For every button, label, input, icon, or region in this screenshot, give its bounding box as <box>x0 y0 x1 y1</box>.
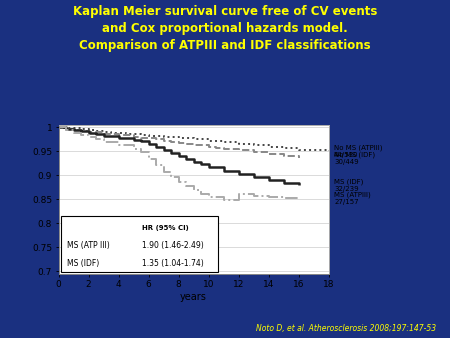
Text: No MS (ATPIII)
44/530: No MS (ATPIII) 44/530 <box>334 144 382 159</box>
Text: 1.90 (1.46-2.49): 1.90 (1.46-2.49) <box>142 241 204 250</box>
Text: Noto D, et al. Atherosclerosis 2008;197:147-53: Noto D, et al. Atherosclerosis 2008;197:… <box>256 324 436 333</box>
Text: HR (95% CI): HR (95% CI) <box>142 225 189 231</box>
Text: MS (ATP III): MS (ATP III) <box>67 241 109 250</box>
FancyBboxPatch shape <box>61 216 218 272</box>
Text: MS (IDF): MS (IDF) <box>67 259 99 268</box>
Text: MS (IDF)
32/239: MS (IDF) 32/239 <box>334 178 364 192</box>
Text: MS (ATPIII)
27/157: MS (ATPIII) 27/157 <box>334 191 371 206</box>
Text: Kaplan Meier survival curve free of CV events
and Cox proportional hazards model: Kaplan Meier survival curve free of CV e… <box>73 5 377 52</box>
Text: 1.35 (1.04-1.74): 1.35 (1.04-1.74) <box>142 259 204 268</box>
X-axis label: years: years <box>180 292 207 302</box>
Text: No MS (IDF)
30/449: No MS (IDF) 30/449 <box>334 151 375 165</box>
